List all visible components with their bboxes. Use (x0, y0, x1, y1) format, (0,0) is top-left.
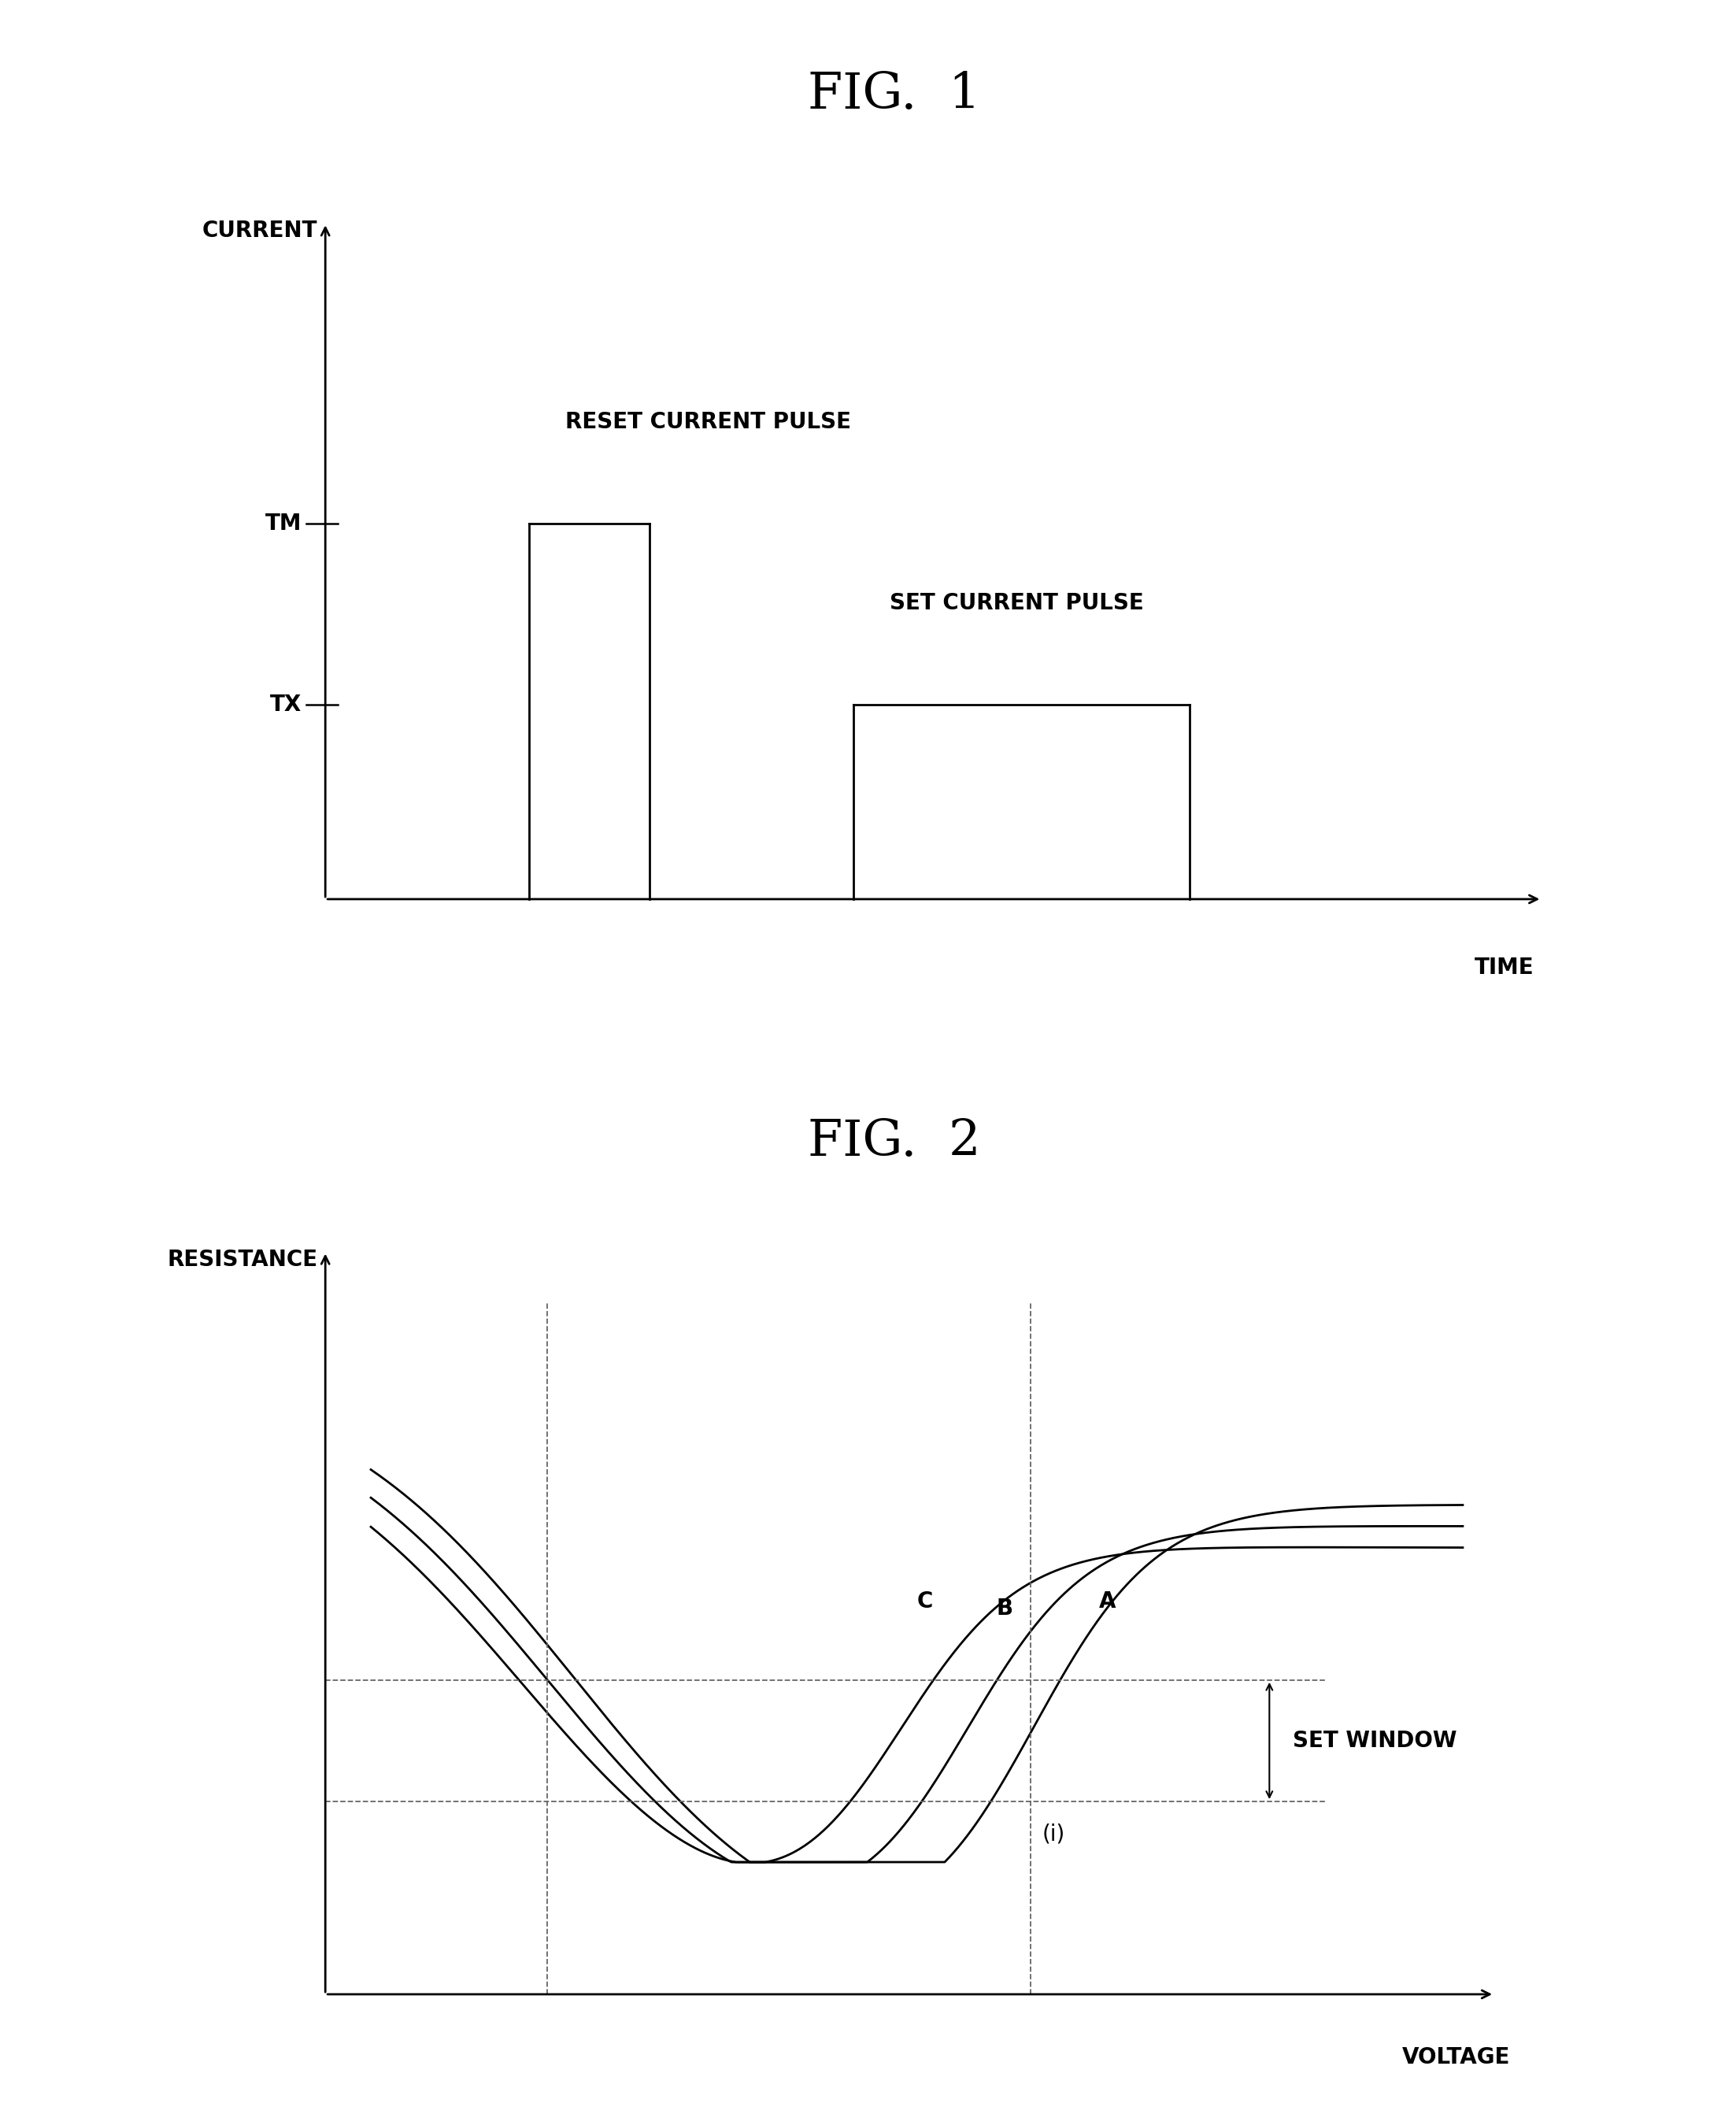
Text: RESISTANCE: RESISTANCE (167, 1249, 318, 1270)
Text: B: B (996, 1598, 1014, 1619)
Text: SET WINDOW: SET WINDOW (1293, 1729, 1457, 1752)
Text: A: A (1099, 1590, 1116, 1613)
Text: FIG.  2: FIG. 2 (807, 1119, 981, 1167)
Text: SET CURRENT PULSE: SET CURRENT PULSE (889, 593, 1144, 614)
Text: RESET CURRENT PULSE: RESET CURRENT PULSE (566, 410, 851, 433)
Text: C: C (917, 1590, 932, 1613)
Text: TM: TM (266, 513, 302, 534)
Text: TX: TX (269, 694, 302, 715)
Text: TIME: TIME (1474, 957, 1535, 978)
Text: VOLTAGE: VOLTAGE (1403, 2046, 1510, 2069)
Text: CURRENT: CURRENT (201, 221, 318, 242)
Text: (i): (i) (1042, 1823, 1064, 1844)
Text: FIG.  1: FIG. 1 (807, 72, 981, 118)
